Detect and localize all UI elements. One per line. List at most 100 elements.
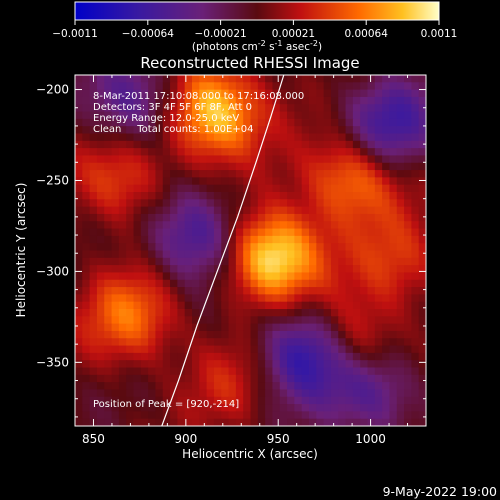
heatmap-cell [89, 316, 98, 325]
heatmap-cell [235, 199, 244, 208]
heatmap-cell [345, 170, 354, 178]
heatmap-cell [228, 418, 237, 426]
heatmap-cell [272, 309, 281, 317]
heatmap-cell [374, 206, 383, 215]
heatmap-cell [140, 301, 149, 310]
heatmap-cell [177, 352, 186, 361]
heatmap-cell [184, 250, 193, 259]
heatmap-cell [89, 389, 98, 398]
heatmap-cell [228, 192, 237, 200]
heatmap-cell [404, 184, 412, 193]
heatmap-cell [96, 279, 105, 288]
heatmap-cell [170, 96, 178, 105]
heatmap-cell [221, 118, 230, 127]
heatmap-cell [243, 235, 252, 244]
heatmap-cell [206, 404, 215, 412]
heatmap-cell [192, 199, 200, 208]
heatmap-cell [338, 389, 347, 398]
heatmap-cell [294, 75, 303, 83]
heatmap-cell [411, 213, 420, 222]
heatmap-cell [360, 170, 369, 178]
heatmap-cell [265, 213, 274, 222]
heatmap-cell [155, 206, 164, 215]
heatmap-cell [221, 382, 230, 391]
heatmap-cell [382, 279, 391, 288]
heatmap-cell [89, 184, 98, 193]
heatmap-cell [287, 104, 295, 113]
heatmap-cell [199, 352, 208, 361]
heatmap-cell [213, 221, 222, 230]
heatmap-cell [104, 279, 113, 288]
heatmap-cell [162, 360, 171, 369]
heatmap-cell [199, 82, 208, 91]
heatmap-cell [133, 250, 142, 259]
heatmap-cell [294, 382, 303, 391]
heatmap-cell [396, 352, 405, 361]
heatmap-cell [111, 155, 120, 164]
heatmap-cell [265, 221, 274, 230]
heatmap-cell [250, 140, 259, 149]
heatmap-cell [221, 170, 230, 178]
heatmap-cell [126, 338, 135, 347]
heatmap-cell [162, 418, 171, 426]
heatmap-cell [177, 235, 186, 244]
heatmap-cell [162, 287, 171, 295]
heatmap-cell [243, 330, 252, 339]
heatmap-cell [213, 345, 222, 354]
heatmap-cell [396, 177, 405, 186]
heatmap-cell [199, 243, 208, 252]
heatmap-cell [265, 104, 274, 113]
heatmap-cell [199, 140, 208, 149]
heatmap-cell [213, 279, 222, 288]
heatmap-cell [360, 243, 369, 252]
heatmap-cell [411, 228, 420, 237]
heatmap-cell [243, 199, 252, 208]
heatmap-cell [206, 287, 215, 295]
heatmap-cell [170, 265, 178, 274]
heatmap-cell [235, 82, 244, 91]
heatmap-cell [323, 250, 332, 259]
heatmap-cell [89, 272, 98, 281]
heatmap-cell [148, 411, 157, 420]
heatmap-cell [367, 396, 376, 405]
heatmap-cell [352, 170, 361, 178]
heatmap-cell [104, 148, 113, 157]
heatmap-cell [316, 82, 325, 91]
heatmap-cell [221, 338, 230, 347]
heatmap-cell [404, 104, 412, 113]
heatmap-cell [235, 250, 244, 259]
heatmap-cell [323, 265, 332, 274]
heatmap-cell [338, 287, 347, 295]
heatmap-cell [294, 206, 303, 215]
heatmap-cell [243, 257, 252, 266]
heatmap-cell [104, 316, 113, 325]
heatmap-cell [294, 257, 303, 266]
heatmap-cell [404, 309, 412, 317]
heatmap-cell [199, 301, 208, 310]
heatmap-cell [279, 235, 288, 244]
heatmap-cell [199, 104, 208, 113]
heatmap-cell [96, 118, 105, 127]
heatmap-cell [367, 126, 376, 135]
heatmap-cell [411, 360, 420, 369]
heatmap-cell [177, 96, 186, 105]
heatmap-cell [338, 250, 347, 259]
heatmap-cell [148, 396, 157, 405]
heatmap-cell [89, 352, 98, 361]
heatmap-cell [345, 257, 354, 266]
heatmap-cell [192, 257, 200, 266]
heatmap-cell [345, 301, 354, 310]
heatmap-cell [294, 89, 303, 98]
footer-date: 9-May-2022 19:00 [383, 484, 497, 499]
heatmap-cell [389, 352, 398, 361]
heatmap-cell [301, 126, 310, 135]
heatmap-cell [250, 338, 259, 347]
heatmap-cell [257, 294, 266, 303]
heatmap-cell [82, 192, 91, 200]
heatmap-cell [243, 411, 252, 420]
heatmap-cell [287, 148, 295, 157]
heatmap-cell [396, 389, 405, 398]
heatmap-cell [148, 418, 157, 426]
heatmap-cell [287, 309, 295, 317]
heatmap-cell [235, 75, 244, 83]
